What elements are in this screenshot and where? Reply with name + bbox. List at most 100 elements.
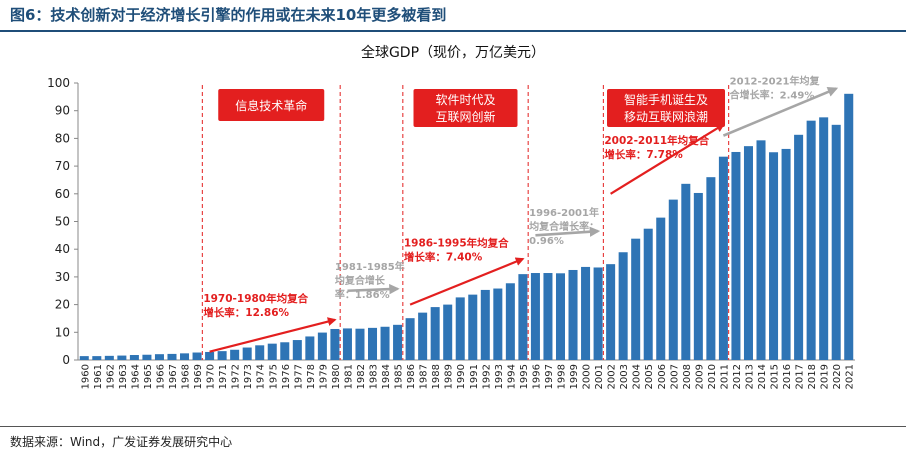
bar xyxy=(568,269,578,360)
footer-rule xyxy=(0,426,906,427)
x-tick-label: 2000 xyxy=(582,364,593,389)
x-tick-label: 2019 xyxy=(820,364,831,389)
x-tick-label: 2002 xyxy=(607,364,618,389)
y-tick-label: 30 xyxy=(55,270,70,284)
bar xyxy=(393,324,403,360)
bar xyxy=(217,351,227,360)
growth-arrow xyxy=(347,283,400,295)
x-tick-label: 2009 xyxy=(694,364,705,389)
x-tick-label: 1997 xyxy=(544,364,555,389)
x-tick-label: 2001 xyxy=(594,364,605,389)
bar xyxy=(405,318,415,360)
growth-annotation-line2: 均复合增长率： xyxy=(529,220,599,233)
period-label-line1: 信息技术革命 xyxy=(235,98,307,113)
x-tick-label: 1999 xyxy=(569,364,580,389)
bar xyxy=(292,340,302,360)
bar xyxy=(267,343,277,360)
y-tick-label: 70 xyxy=(55,159,70,173)
bar xyxy=(167,353,177,360)
bar xyxy=(631,238,641,360)
bar xyxy=(581,266,591,360)
bar xyxy=(418,312,428,360)
growth-annotation-line2: 增长率：12.86% xyxy=(203,306,289,319)
x-tick-label: 1998 xyxy=(556,364,567,389)
x-tick-label: 1969 xyxy=(193,364,204,389)
bar xyxy=(230,349,240,360)
x-tick-label: 2021 xyxy=(845,364,856,389)
x-tick-label: 2003 xyxy=(619,364,630,389)
x-tick-label: 1963 xyxy=(118,364,129,389)
x-tick-label: 2011 xyxy=(719,364,730,389)
growth-annotation-line1: 1970-1980年均复合 xyxy=(203,292,308,305)
bar xyxy=(831,124,841,361)
bar xyxy=(618,252,628,360)
period-label-box xyxy=(413,89,518,127)
x-tick-label: 1970 xyxy=(206,364,217,389)
bar xyxy=(280,342,290,360)
bar xyxy=(505,283,515,360)
period-label-line1: 软件时代及 xyxy=(435,93,495,107)
x-tick-label: 1982 xyxy=(356,364,367,389)
bar xyxy=(367,327,378,360)
x-tick-label: 2010 xyxy=(707,364,718,389)
period-label-box xyxy=(607,89,726,127)
bar xyxy=(593,267,603,360)
x-tick-label: 1962 xyxy=(105,364,116,389)
bar xyxy=(129,355,139,360)
bar xyxy=(117,355,127,360)
x-tick-label: 2016 xyxy=(782,364,793,389)
bar xyxy=(205,351,215,360)
source-note: 数据来源：Wind，广发证券发展研究中心 xyxy=(10,435,233,449)
bar xyxy=(242,347,252,360)
x-tick-label: 2006 xyxy=(657,364,668,389)
x-tick-label: 1973 xyxy=(243,364,254,389)
bar xyxy=(731,151,741,360)
bar xyxy=(180,353,190,360)
growth-annotation-line2: 增长率：7.78% xyxy=(604,148,683,161)
bar xyxy=(681,183,691,360)
growth-annotation-line3: 率：1.86% xyxy=(335,288,390,301)
x-tick-label: 2005 xyxy=(644,364,655,389)
x-tick-label: 2014 xyxy=(757,364,768,389)
y-tick-label: 90 xyxy=(55,104,70,118)
x-tick-label: 1992 xyxy=(481,364,492,389)
bar xyxy=(718,156,728,360)
bar xyxy=(668,199,678,360)
bar xyxy=(756,140,766,360)
bar xyxy=(493,288,503,360)
bar xyxy=(380,326,390,360)
bar xyxy=(92,356,102,360)
growth-arrow xyxy=(209,317,337,353)
x-tick-label: 2013 xyxy=(744,364,755,389)
x-tick-label: 1983 xyxy=(369,364,380,389)
bar xyxy=(844,93,854,360)
growth-annotation-line1: 2012-2021年均复 xyxy=(730,74,821,87)
x-tick-label: 1976 xyxy=(281,364,292,389)
bar xyxy=(530,273,540,360)
x-tick-label: 1993 xyxy=(494,364,505,389)
bar xyxy=(643,228,653,360)
x-tick-label: 1966 xyxy=(155,364,166,389)
period-label-line2: 移动互联网浪潮 xyxy=(624,109,708,124)
x-tick-label: 1990 xyxy=(456,364,467,389)
x-tick-label: 1996 xyxy=(531,364,542,389)
growth-annotation-line1: 2002-2011年均复合 xyxy=(604,134,709,147)
bar xyxy=(455,297,465,360)
bar xyxy=(430,307,440,360)
x-tick-label: 1988 xyxy=(431,364,442,389)
growth-annotation-line2: 合增长率：2.49% xyxy=(729,88,815,101)
bar xyxy=(656,217,666,360)
x-tick-label: 1995 xyxy=(519,364,530,389)
x-tick-label: 2017 xyxy=(795,364,806,389)
x-tick-label: 1991 xyxy=(469,364,480,389)
y-tick-label: 100 xyxy=(47,76,70,90)
bar xyxy=(543,273,553,360)
y-tick-label: 10 xyxy=(55,325,70,339)
growth-annotation-line2: 均复合增长 xyxy=(335,274,386,287)
title-rule xyxy=(0,30,906,32)
bar xyxy=(693,192,703,360)
x-tick-label: 2020 xyxy=(832,364,843,389)
bar xyxy=(468,294,478,360)
bar xyxy=(330,328,340,360)
